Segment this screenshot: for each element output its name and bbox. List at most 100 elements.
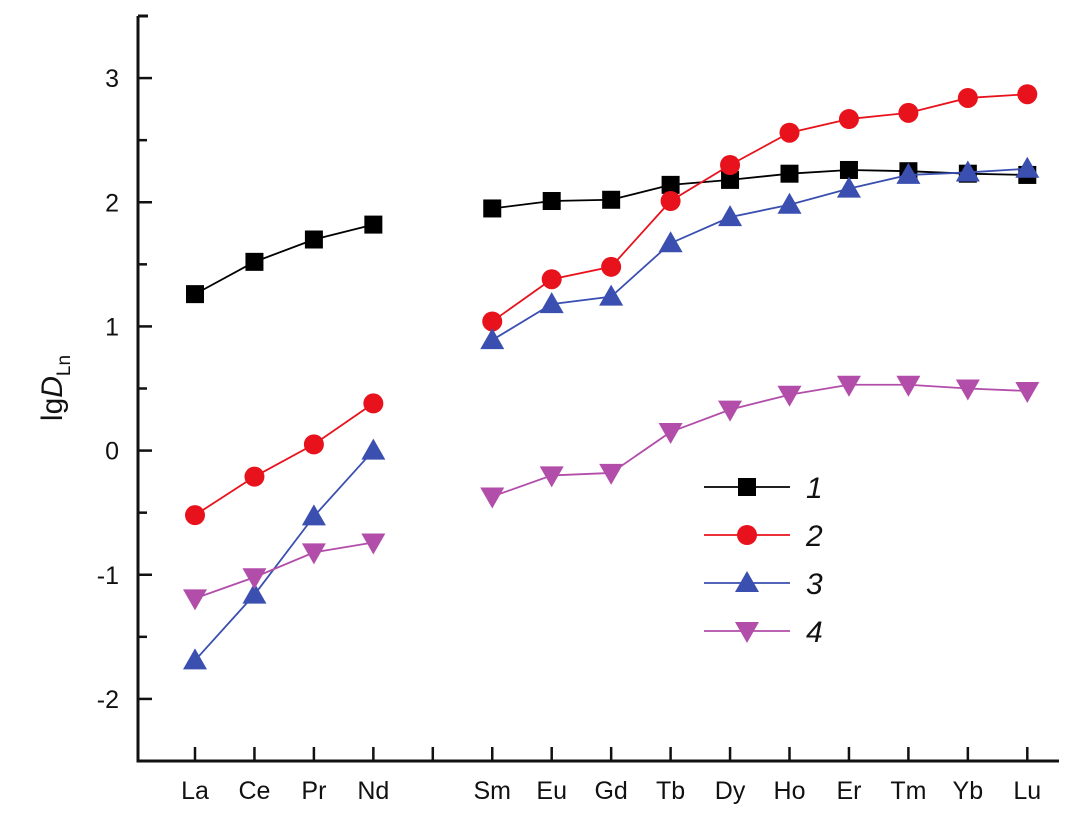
y-tick-label: 3 (105, 65, 119, 93)
y-tick-label: 2 (105, 189, 119, 217)
data-point-series-4-La (183, 589, 207, 611)
x-tick-label: Sm (474, 777, 512, 805)
data-point-series-1-Nd (364, 215, 383, 234)
data-point-series-4-Gd (599, 463, 624, 485)
data-point-series-4-Tb (658, 422, 683, 444)
x-tick-label: Tm (890, 777, 926, 805)
data-point-series-2-Pr (303, 434, 324, 455)
data-point-series-4-Tm (896, 375, 921, 397)
data-point-series-3-Er (836, 176, 861, 198)
x-tick-label: Yb (953, 777, 984, 805)
legend-item-2: 2 (704, 520, 823, 553)
series-4-line (194, 541, 374, 600)
data-point-series-2-Yb (957, 87, 978, 108)
data-point-series-3-Sm (480, 328, 505, 350)
data-point-series-2-Er (838, 109, 859, 130)
data-point-series-3-La (183, 648, 207, 670)
data-point-series-3-Gd (599, 284, 624, 306)
data-point-series-2-Tm (898, 102, 919, 123)
axes: -2 -1 0 1 2 3 La Ce Pr Nd Sm Eu Gd Tb Dy Ho Er Tm Yb Lu (97, 14, 1059, 805)
series-3-line (194, 449, 375, 662)
data-point-series-4-Pr (301, 543, 326, 565)
series-4-line (491, 383, 1028, 498)
legend: 1 2 3 4 (704, 472, 823, 649)
data-point-series-3-Eu (539, 292, 564, 314)
data-point-series-2-Sm (482, 311, 503, 332)
data-point-series-2-Nd (363, 393, 384, 414)
x-tick-label: Gd (594, 777, 627, 805)
data-point-series-1-Sm (483, 199, 502, 218)
legend-label: 3 (806, 568, 823, 601)
data-point-series-1-La (186, 285, 204, 304)
legend-label: 2 (805, 520, 823, 553)
data-point-series-3-Lu (1015, 156, 1040, 178)
data-point-series-2-Gd (601, 256, 622, 277)
legend-marker-circle (737, 525, 757, 545)
data-point-series-3-Pr (301, 504, 326, 526)
data-point-series-2-Lu (1017, 84, 1038, 105)
data-point-series-4-Sm (480, 487, 505, 509)
data-point-series-3-Ho (777, 192, 802, 214)
y-tick-label: -1 (97, 562, 119, 590)
x-tick-label: Pr (301, 777, 326, 805)
series-2 (185, 84, 1038, 526)
legend-marker-triangle-up (735, 571, 759, 592)
data-point-series-2-Ce (244, 466, 265, 487)
data-point-series-1-Tb (661, 175, 680, 194)
data-point-series-3-Ce (242, 582, 267, 604)
data-point-series-1-Dy (721, 170, 740, 189)
series-3 (183, 156, 1040, 670)
x-tick-label: La (181, 777, 209, 805)
data-point-series-3-Tb (658, 231, 683, 253)
series-1-line (194, 223, 374, 295)
x-tick-label: Lu (1013, 777, 1041, 805)
y-tick-label: 0 (105, 438, 119, 466)
data-point-series-4-Ce (242, 568, 267, 590)
legend-marker-square (738, 478, 756, 496)
data-point-series-1-Ce (245, 252, 264, 271)
legend-item-3: 3 (704, 568, 823, 601)
data-point-series-2-Tb (660, 191, 681, 212)
data-point-series-4-Dy (718, 400, 743, 422)
series-3-line (491, 167, 1028, 341)
legend-label: 1 (806, 472, 823, 505)
series-layer (183, 84, 1040, 670)
series-2-line (491, 93, 1028, 323)
data-point-series-2-Dy (720, 155, 741, 175)
x-tick-label: Ho (774, 777, 806, 805)
data-point-series-4-Nd (361, 533, 386, 555)
x-tick-label: Eu (536, 777, 567, 805)
series-1-line (492, 169, 1028, 210)
data-point-series-1-Eu (542, 192, 561, 211)
x-tick-label: Dy (715, 777, 746, 805)
legend-marker-triangle-down (735, 622, 759, 643)
x-tick-label: Tb (656, 777, 685, 805)
y-axis-label-main: D (36, 376, 69, 398)
x-tick-label: Er (836, 777, 861, 805)
legend-item-1: 1 (704, 472, 823, 505)
y-tick-label: 1 (105, 313, 119, 341)
data-point-series-4-Ho (777, 385, 802, 407)
data-point-series-4-Yb (955, 379, 980, 401)
legend-label: 4 (806, 616, 823, 649)
y-axis-label-prefix: lg (36, 398, 69, 421)
y-axis-label-subscript: Ln (54, 355, 75, 376)
data-point-series-2-La (185, 505, 205, 526)
legend-item-4: 4 (704, 616, 823, 649)
data-point-series-4-Er (836, 375, 861, 397)
data-point-series-3-Tm (896, 162, 921, 184)
data-point-series-4-Eu (539, 466, 564, 488)
data-point-series-2-Eu (541, 269, 562, 290)
data-point-series-3-Yb (955, 160, 980, 182)
x-tick-label: Nd (357, 777, 389, 805)
series-2-line (194, 402, 374, 516)
data-point-series-4-Lu (1015, 381, 1040, 403)
y-axis-label: lgDLn (36, 355, 75, 421)
data-point-series-1-Pr (304, 230, 323, 249)
data-point-series-1-Er (839, 160, 858, 179)
data-point-series-2-Ho (779, 122, 800, 143)
x-tick-label: Ce (238, 777, 270, 805)
series-4 (183, 375, 1040, 611)
y-tick-label: -2 (97, 686, 119, 714)
